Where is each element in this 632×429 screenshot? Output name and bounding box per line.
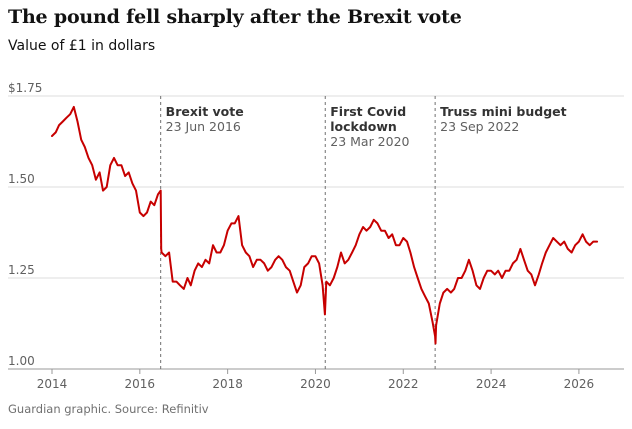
y-tick-label: $1.75 [8, 81, 42, 95]
y-tick-label: 1.50 [8, 172, 35, 186]
series-layer [51, 105, 599, 345]
series-line [51, 105, 599, 345]
y-tick-label: 1.00 [8, 354, 35, 368]
annotation-date: 23 Sep 2022 [440, 119, 519, 134]
x-axis: 2014 2016 2018 2020 2022 2024 2026 [37, 369, 594, 391]
x-tick-label: 2022 [388, 377, 419, 391]
x-tick-label: 2014 [37, 377, 68, 391]
y-axis: 1.00 1.25 1.50 $1.75 [8, 81, 42, 368]
chart-title: The pound fell sharply after the Brexit … [8, 6, 462, 28]
x-tick-label: 2018 [212, 377, 243, 391]
annotation-title: lockdown [330, 119, 397, 134]
y-tick-label: 1.25 [8, 263, 35, 277]
x-tick-label: 2026 [564, 377, 595, 391]
x-tick-label: 2016 [125, 377, 156, 391]
source-note: Guardian graphic. Source: Refinitiv [8, 402, 209, 416]
x-tick-label: 2024 [476, 377, 507, 391]
annotation-title: Brexit vote [166, 104, 244, 119]
annotation-title: First Covid [330, 104, 406, 119]
annotation-date: 23 Mar 2020 [330, 134, 409, 149]
annotation-title: Truss mini budget [440, 104, 567, 119]
annotation-date: 23 Jun 2016 [166, 119, 241, 134]
gridlines [8, 95, 624, 370]
chart-subtitle: Value of £1 in dollars [8, 38, 156, 54]
x-tick-label: 2020 [300, 377, 331, 391]
